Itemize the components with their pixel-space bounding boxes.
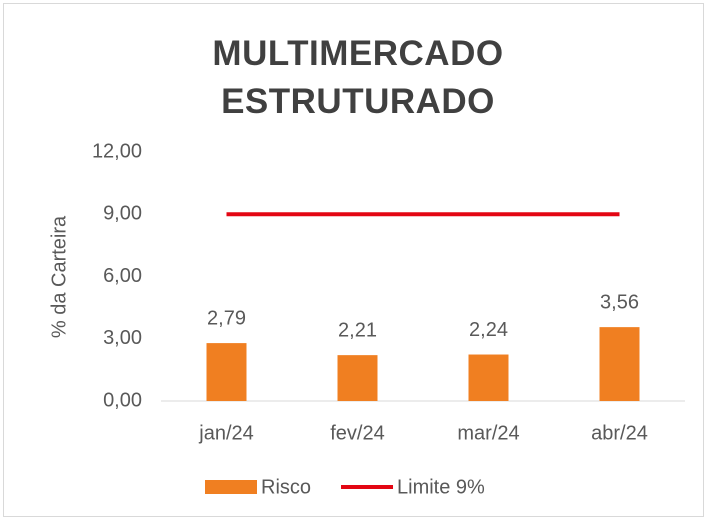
- x-tick-label: fev/24: [330, 422, 384, 444]
- data-label: 3,56: [600, 291, 639, 313]
- y-tick-label: 0,00: [103, 389, 142, 411]
- data-label: 2,79: [207, 307, 246, 329]
- chart-border: [3, 3, 704, 517]
- bar: [599, 327, 640, 401]
- x-tick-label: mar/24: [457, 422, 519, 444]
- bar: [468, 354, 509, 401]
- y-tick-label: 3,00: [103, 327, 142, 349]
- y-tick-label: 9,00: [103, 203, 142, 225]
- bar: [206, 343, 247, 401]
- legend-label: Risco: [261, 476, 311, 498]
- x-tick-label: abr/24: [591, 422, 648, 444]
- chart-title: MULTIMERCADO ESTRUTURADO: [212, 34, 504, 121]
- y-tick-label: 12,00: [92, 140, 142, 162]
- x-tick-label: jan/24: [198, 422, 254, 444]
- data-label: 2,21: [338, 319, 377, 341]
- y-axis-label: % da Carteira: [48, 215, 70, 338]
- legend-swatch: [205, 480, 257, 494]
- data-label: 2,24: [469, 319, 508, 341]
- y-tick-label: 6,00: [103, 265, 142, 287]
- bar: [337, 355, 378, 401]
- legend-label: Limite 9%: [397, 476, 485, 498]
